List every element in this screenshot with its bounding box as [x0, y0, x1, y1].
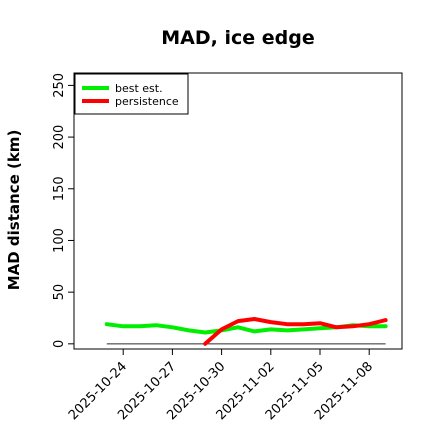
series-line-persistence [203, 317, 388, 346]
legend: best est. persistence [74, 73, 189, 115]
plot-frame [73, 72, 403, 350]
y-tick-label-100: 100 [52, 228, 67, 253]
legend-label-best-est: best est. [115, 82, 163, 95]
y-tick-label-150: 150 [52, 176, 67, 201]
y-tick-label-0: 0 [52, 340, 67, 348]
y-tick-label-200: 200 [52, 125, 67, 150]
series-layer [104, 317, 388, 346]
y-tick-label-50: 50 [52, 284, 67, 301]
legend-label-persistence: persistence [115, 95, 179, 108]
legend-box [74, 73, 189, 115]
y-tick-label-250: 250 [52, 73, 67, 98]
chart-title: MAD, ice edge [161, 27, 314, 49]
y-axis-label: MAD distance (km) [5, 130, 23, 291]
